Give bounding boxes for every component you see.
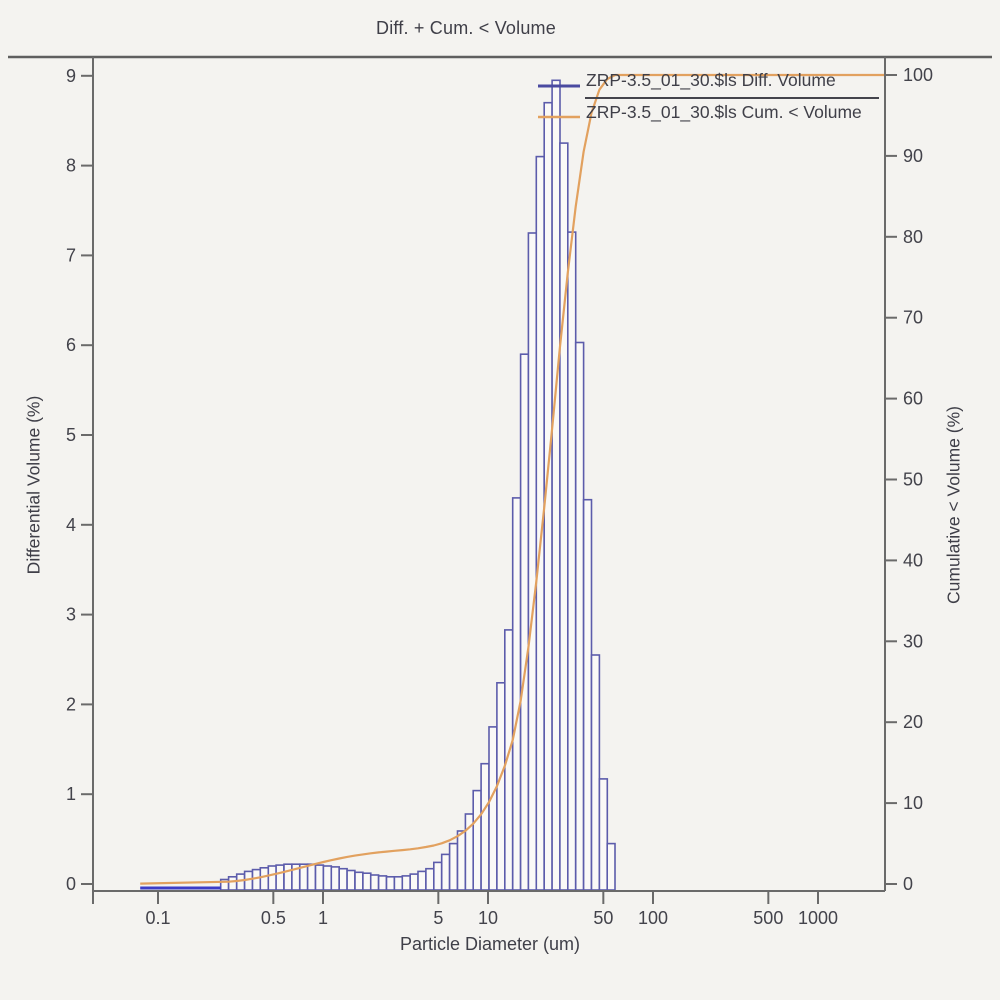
y-left-tick-label: 1 — [66, 784, 76, 804]
histogram-bar — [251, 868, 262, 891]
y-left-tick-label: 7 — [66, 245, 76, 265]
legend-underline — [585, 97, 879, 99]
histogram-bar — [511, 497, 522, 891]
cumulative-volume-curve — [140, 73, 885, 885]
histogram-bar — [606, 842, 616, 891]
y-right-tick-label: 70 — [903, 308, 923, 328]
y-left-tick-label: 5 — [66, 425, 76, 445]
histogram-bar — [338, 867, 348, 891]
histogram-bar — [369, 874, 380, 891]
x-axis-tick-label: 5 — [433, 908, 443, 928]
histogram-bar — [306, 863, 317, 891]
histogram-bar — [393, 875, 404, 891]
histogram-bar — [559, 142, 569, 891]
histogram-bar — [440, 853, 451, 891]
histogram-bar — [566, 231, 577, 891]
histogram-bar — [354, 871, 364, 891]
histogram-bar — [283, 863, 293, 891]
chart-title: Diff. + Cum. < Volume — [376, 18, 556, 38]
y-left-tick-label: 8 — [66, 156, 76, 176]
histogram-bar — [362, 872, 372, 891]
y-left-tick-label: 4 — [66, 515, 76, 535]
y-right-tick-label: 80 — [903, 227, 923, 247]
legend-entry-cum-volume: ZRP-3.5_01_30.$ls Cum. < Volume — [586, 102, 862, 122]
x-axis-tick-label: 1000 — [798, 908, 838, 928]
histogram-bar — [377, 875, 388, 891]
y-right-tick-label: 50 — [903, 470, 923, 490]
histogram-bar — [267, 865, 277, 891]
histogram-bar — [574, 341, 585, 891]
histogram-bar — [227, 875, 238, 891]
x-axis-tick-label: 10 — [478, 908, 498, 928]
histogram-bar — [488, 726, 498, 891]
histogram-bar — [456, 830, 467, 891]
histogram-bar — [385, 875, 396, 891]
legend-entry-diff-volume: ZRP-3.5_01_30.$ls Diff. Volume — [586, 70, 836, 90]
histogram-bar — [314, 864, 325, 891]
y-left-tick-label: 2 — [66, 694, 76, 714]
histogram-bar — [401, 875, 411, 891]
x-axis-tick-label: 1 — [318, 908, 328, 928]
histogram-bar — [409, 873, 419, 891]
histogram-bar — [330, 866, 340, 891]
histogram-bar — [519, 353, 530, 891]
y-left-tick-label: 9 — [66, 66, 76, 86]
histogram-bar — [598, 778, 609, 891]
x-axis-tick-label: 100 — [638, 908, 668, 928]
x-axis-tick-label: 50 — [593, 908, 613, 928]
histogram-bar — [432, 861, 443, 891]
histogram-bar — [417, 870, 427, 891]
x-axis-tick-label: 500 — [753, 908, 783, 928]
histogram-bar — [346, 869, 356, 891]
x-axis-tick-label: 0.1 — [145, 908, 170, 928]
histogram-bar — [275, 864, 285, 891]
y-left-tick-label: 0 — [66, 874, 76, 894]
histogram-bar — [425, 867, 435, 891]
histogram-bar — [527, 232, 538, 891]
histogram-bar — [235, 873, 246, 891]
histogram-bar — [582, 498, 593, 891]
y-right-tick-label: 10 — [903, 793, 923, 813]
x-axis-label: Particle Diameter (um) — [399, 934, 581, 954]
y-right-tick-label: 0 — [903, 874, 913, 894]
histogram-bar — [590, 654, 601, 891]
y-right-tick-label: 90 — [903, 146, 923, 166]
histogram-bar — [259, 866, 270, 891]
y-right-tick-label: 30 — [903, 631, 923, 651]
histogram-bar — [551, 79, 561, 891]
y-axis-label-left: Differential Volume (%) — [23, 395, 44, 575]
y-right-tick-label: 20 — [903, 712, 923, 732]
x-axis-tick-label: 0.5 — [261, 908, 286, 928]
histogram-bar — [448, 842, 459, 891]
diff-volume-bars — [219, 79, 616, 891]
y-right-tick-label: 60 — [903, 389, 923, 409]
y-axis-label-right: Cumulative < Volume (%) — [943, 406, 964, 604]
y-right-tick-label: 100 — [903, 65, 933, 85]
y-right-tick-label: 40 — [903, 550, 923, 570]
histogram-bar — [322, 865, 333, 891]
y-left-tick-label: 3 — [66, 605, 76, 625]
histogram-bar — [496, 681, 506, 891]
histogram-bar — [480, 762, 490, 891]
histogram-bar — [472, 789, 482, 891]
y-left-tick-label: 6 — [66, 335, 76, 355]
